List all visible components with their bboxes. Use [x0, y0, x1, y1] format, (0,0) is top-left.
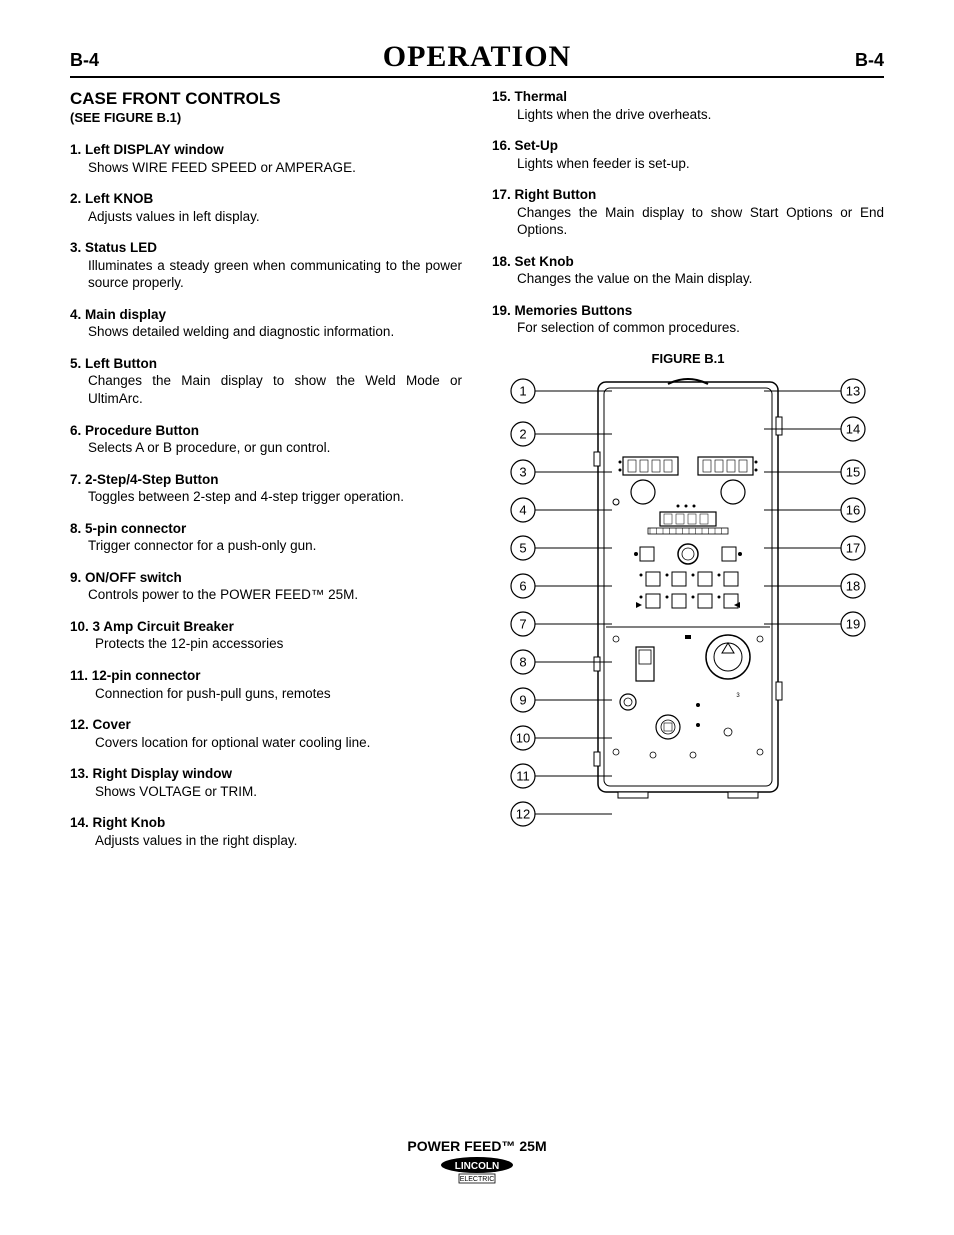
content-columns: CASE FRONT CONTROLS (SEE FIGURE B.1) 1. …: [70, 88, 884, 863]
control-item-body: Selects A or B procedure, or gun control…: [70, 439, 462, 457]
control-item-title: 14. Right Knob: [70, 814, 462, 832]
control-item: 11. 12-pin connectorConnection for push-…: [70, 667, 462, 702]
svg-text:2: 2: [519, 426, 526, 441]
control-item-title: 10. 3 Amp Circuit Breaker: [70, 618, 462, 636]
figure-caption: FIGURE B.1: [492, 351, 884, 368]
control-item-title: 16. Set-Up: [492, 137, 884, 155]
svg-text:18: 18: [846, 578, 860, 593]
svg-text:11: 11: [516, 768, 530, 783]
control-item: 9. ON/OFF switchControls power to the PO…: [70, 569, 462, 604]
svg-text:7: 7: [519, 616, 526, 631]
control-item: 12. CoverCovers location for optional wa…: [70, 716, 462, 751]
control-item: 13. Right Display windowShows VOLTAGE or…: [70, 765, 462, 800]
control-item-title: 4. Main display: [70, 306, 462, 324]
svg-text:4: 4: [519, 502, 526, 517]
control-item-title: 5. Left Button: [70, 355, 462, 373]
page-header: B-4 OPERATION B-4: [70, 40, 884, 78]
control-item: 18. Set KnobChanges the value on the Mai…: [492, 253, 884, 288]
svg-text:14: 14: [846, 421, 860, 436]
svg-text:12: 12: [516, 806, 530, 821]
control-item-body: Changes the Main display to show Start O…: [492, 204, 884, 239]
svg-text:3: 3: [519, 464, 526, 479]
svg-text:ELECTRIC: ELECTRIC: [460, 1176, 495, 1183]
svg-text:17: 17: [846, 540, 860, 555]
control-item-title: 12. Cover: [70, 716, 462, 734]
control-item-body: Lights when feeder is set-up.: [492, 155, 884, 173]
control-item-title: 19. Memories Buttons: [492, 302, 884, 320]
control-item: 7. 2-Step/4-Step ButtonToggles between 2…: [70, 471, 462, 506]
section-subtitle: (SEE FIGURE B.1): [70, 110, 462, 127]
control-item-title: 7. 2-Step/4-Step Button: [70, 471, 462, 489]
header-page-right: B-4: [855, 50, 884, 71]
control-item: 17. Right ButtonChanges the Main display…: [492, 186, 884, 239]
control-item-body: Changes the value on the Main display.: [492, 270, 884, 288]
control-item: 4. Main displayShows detailed welding an…: [70, 306, 462, 341]
control-item-title: 3. Status LED: [70, 239, 462, 257]
left-column: CASE FRONT CONTROLS (SEE FIGURE B.1) 1. …: [70, 88, 462, 863]
control-item-title: 1. Left DISPLAY window: [70, 141, 462, 159]
control-item: 14. Right KnobAdjusts values in the righ…: [70, 814, 462, 849]
footer-product-name: POWER FEED™ 25M: [0, 1138, 954, 1154]
control-item-title: 8. 5-pin connector: [70, 520, 462, 538]
svg-text:13: 13: [846, 383, 860, 398]
control-item-title: 17. Right Button: [492, 186, 884, 204]
control-item: 19. Memories ButtonsFor selection of com…: [492, 302, 884, 337]
control-item-body: For selection of common procedures.: [492, 319, 884, 337]
control-item-title: 6. Procedure Button: [70, 422, 462, 440]
right-column: 15. ThermalLights when the drive overhea…: [492, 88, 884, 863]
svg-text:15: 15: [846, 464, 860, 479]
control-item: 2. Left KNOBAdjusts values in left displ…: [70, 190, 462, 225]
svg-text:10: 10: [516, 730, 530, 745]
control-item: 15. ThermalLights when the drive overhea…: [492, 88, 884, 123]
control-item: 1. Left DISPLAY windowShows WIRE FEED SP…: [70, 141, 462, 176]
svg-text:6: 6: [519, 578, 526, 593]
control-item-body: Toggles between 2-step and 4-step trigge…: [70, 488, 462, 506]
control-item: 10. 3 Amp Circuit BreakerProtects the 12…: [70, 618, 462, 653]
control-item-body: Changes the Main display to show the Wel…: [70, 372, 462, 407]
control-item: 5. Left ButtonChanges the Main display t…: [70, 355, 462, 408]
control-item-title: 2. Left KNOB: [70, 190, 462, 208]
control-item-body: Shows detailed welding and diagnostic in…: [70, 323, 462, 341]
control-item-body: Protects the 12-pin accessories: [70, 635, 462, 653]
lincoln-electric-logo: LINCOLN ELECTRIC: [437, 1156, 517, 1189]
control-item: 6. Procedure ButtonSelects A or B proced…: [70, 422, 462, 457]
control-item-body: Shows WIRE FEED SPEED or AMPERAGE.: [70, 159, 462, 177]
control-item-title: 18. Set Knob: [492, 253, 884, 271]
control-item-body: Trigger connector for a push-only gun.: [70, 537, 462, 555]
svg-text:19: 19: [846, 616, 860, 631]
control-item-title: 9. ON/OFF switch: [70, 569, 462, 587]
svg-text:16: 16: [846, 502, 860, 517]
control-item: 16. Set-UpLights when feeder is set-up.: [492, 137, 884, 172]
header-page-left: B-4: [70, 50, 99, 71]
control-item-body: Shows VOLTAGE or TRIM.: [70, 783, 462, 801]
control-item-title: 13. Right Display window: [70, 765, 462, 783]
svg-text:9: 9: [519, 692, 526, 707]
svg-text:5: 5: [519, 540, 526, 555]
section-title: CASE FRONT CONTROLS: [70, 88, 462, 110]
control-item-body: Lights when the drive overheats.: [492, 106, 884, 124]
control-item-title: 15. Thermal: [492, 88, 884, 106]
control-item-body: Connection for push-pull guns, remotes: [70, 685, 462, 703]
control-item-body: Adjusts values in left display.: [70, 208, 462, 226]
svg-text:LINCOLN: LINCOLN: [455, 1161, 499, 1172]
control-item: 8. 5-pin connectorTrigger connector for …: [70, 520, 462, 555]
figure-b1: FIGURE B.1 31234567891011121314151617181…: [492, 351, 884, 846]
header-title: OPERATION: [383, 40, 571, 74]
figure-diagram: 312345678910111213141516171819: [503, 372, 873, 842]
control-item-body: Covers location for optional water cooli…: [70, 734, 462, 752]
control-item-body: Controls power to the POWER FEED™ 25M.: [70, 586, 462, 604]
control-item: 3. Status LEDIlluminates a steady green …: [70, 239, 462, 292]
svg-text:8: 8: [519, 654, 526, 669]
control-item-title: 11. 12-pin connector: [70, 667, 462, 685]
control-item-body: Illuminates a steady green when communic…: [70, 257, 462, 292]
control-item-body: Adjusts values in the right display.: [70, 832, 462, 850]
svg-text:1: 1: [519, 383, 526, 398]
page-footer: POWER FEED™ 25M LINCOLN ELECTRIC: [0, 1138, 954, 1189]
